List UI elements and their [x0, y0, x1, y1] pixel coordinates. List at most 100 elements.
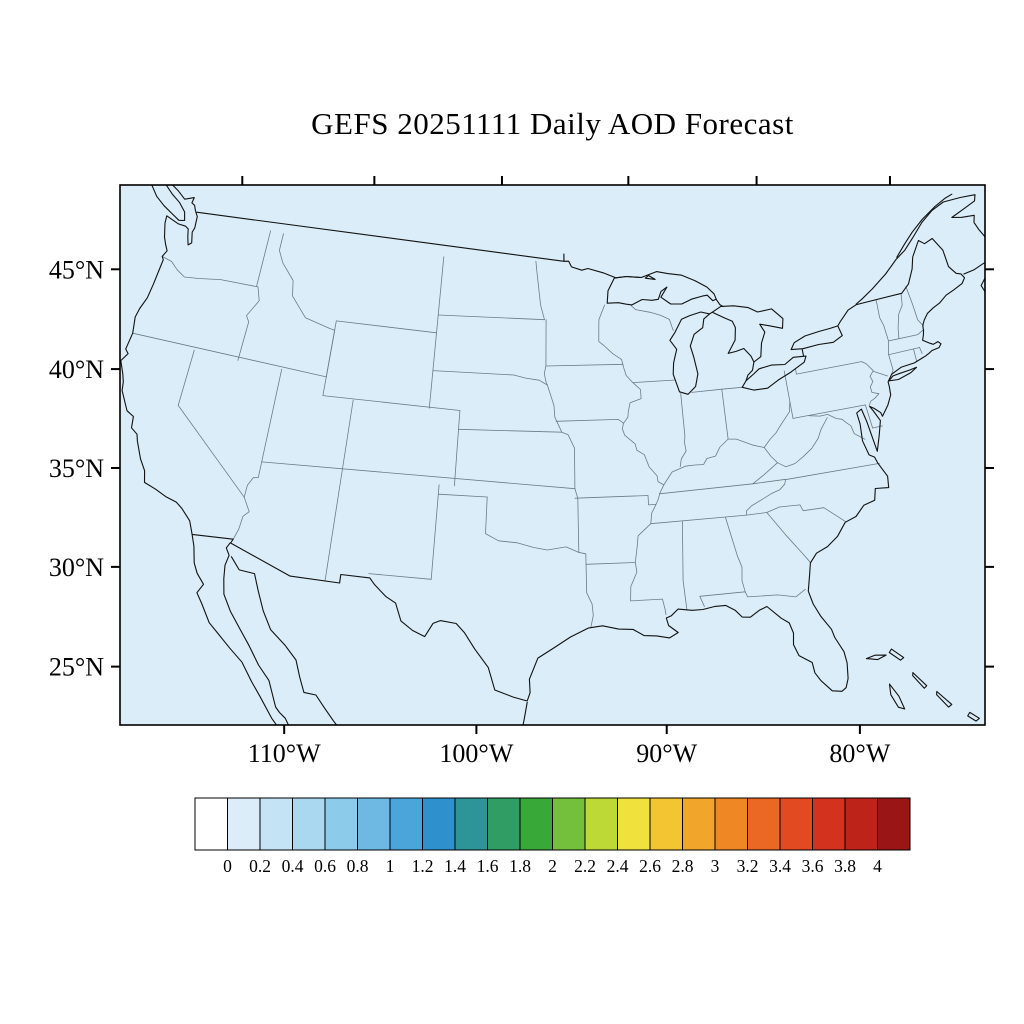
- state-border-path: [905, 286, 924, 327]
- state-border-path: [177, 349, 250, 540]
- colorbar-tick-label: 2: [548, 856, 557, 876]
- state-border-path: [658, 483, 754, 495]
- state-border-path: [335, 320, 437, 334]
- colorbar-cell: [779, 797, 813, 851]
- coastline-path: [912, 672, 928, 689]
- longitude-label: 110°W: [248, 739, 321, 768]
- colorbar-cell: [714, 797, 748, 851]
- colorbar-tick-label: 2.8: [672, 856, 694, 876]
- colorbar-cell: [552, 797, 586, 851]
- colorbar-cell: [194, 797, 228, 851]
- state-border-path: [585, 562, 636, 565]
- colorbar-cell: [292, 797, 326, 851]
- colorbar-tick-label: 3: [711, 856, 720, 876]
- coastline-path: [644, 274, 656, 280]
- state-border-path: [432, 370, 548, 386]
- lake-path: [741, 355, 807, 391]
- state-border-path: [485, 533, 579, 553]
- state-border-path: [458, 428, 563, 433]
- state-border-path: [897, 293, 903, 340]
- lake-path: [606, 271, 717, 306]
- state-border-path: [555, 419, 624, 424]
- colorbar-tick-label: 1.6: [477, 856, 499, 876]
- state-border-path: [325, 329, 336, 378]
- colorbar-tick-label: 2.2: [574, 856, 596, 876]
- state-border-path: [913, 348, 918, 363]
- colorbar-cell: [682, 797, 716, 851]
- state-border-path: [574, 495, 657, 506]
- state-border-path: [428, 256, 445, 409]
- state-border-path: [650, 514, 747, 525]
- coastline-path: [888, 683, 906, 710]
- coastline-path: [230, 556, 338, 725]
- colorbar-tick-label: 0.6: [314, 856, 336, 876]
- state-border-path: [632, 379, 676, 383]
- colorbar-cell: [519, 797, 553, 851]
- state-border-path: [630, 598, 667, 615]
- state-border-path: [322, 395, 461, 411]
- state-border-path: [243, 368, 283, 498]
- state-border-path: [682, 521, 688, 611]
- state-border-path: [663, 400, 791, 486]
- state-border-path: [256, 230, 271, 287]
- coastline-path: [990, 232, 1009, 240]
- colorbar-cell: [812, 797, 846, 851]
- latitude-label: 40°N: [49, 355, 104, 384]
- state-border-path: [630, 484, 665, 602]
- state-border-path: [872, 425, 883, 429]
- colorbar-cell: [389, 797, 423, 851]
- state-border-path: [721, 388, 729, 440]
- state-border-path: [861, 361, 880, 406]
- coastline-path: [865, 654, 887, 661]
- colorbar-cell: [844, 797, 878, 851]
- state-border-path: [279, 233, 336, 331]
- coastline-path: [896, 193, 953, 258]
- state-border-path: [763, 447, 778, 464]
- colorbar-tick-label: 3.8: [834, 856, 856, 876]
- longitude-label: 100°W: [439, 739, 513, 768]
- state-border-path: [430, 484, 440, 580]
- colorbar-cell: [259, 797, 293, 851]
- colorbar-cell: [487, 797, 521, 851]
- colorbar-cell: [747, 797, 781, 851]
- figure-title: GEFS 20251111 Daily AOD Forecast: [311, 106, 794, 141]
- state-border-path: [919, 347, 923, 354]
- state-border-path: [873, 371, 888, 377]
- river-path: [709, 311, 713, 315]
- state-border-path: [578, 551, 594, 628]
- colorbar-tick-label: 0.4: [282, 856, 304, 876]
- colorbar-cell: [324, 797, 358, 851]
- colorbar-tick-label: 0: [223, 856, 232, 876]
- state-border-path: [699, 588, 806, 607]
- state-border-path: [784, 463, 880, 481]
- colorbar-tick-label: 1.8: [509, 856, 531, 876]
- colorbar-cell: [454, 797, 488, 851]
- colorbar-tick-label: 0.2: [249, 856, 271, 876]
- state-border-path: [324, 399, 354, 582]
- coastline-path: [522, 701, 528, 725]
- state-border-path: [161, 255, 259, 288]
- latitude-label: 30°N: [49, 553, 104, 582]
- state-border-path: [766, 512, 811, 563]
- colorbar-tick-label: 2.4: [607, 856, 629, 876]
- state-border-path: [545, 363, 624, 367]
- coastline-path: [191, 533, 290, 725]
- state-border-path: [725, 517, 746, 593]
- lake-path: [669, 311, 711, 395]
- coastline-path: [888, 648, 905, 661]
- coastline-path: [120, 211, 966, 702]
- colorbar-tick-label: 2.6: [639, 856, 661, 876]
- state-border-path: [437, 493, 488, 498]
- state-border-path: [752, 462, 778, 485]
- state-border-path: [261, 461, 576, 490]
- coastline-path: [151, 185, 186, 222]
- state-border-path: [679, 393, 687, 467]
- latitude-label: 35°N: [49, 454, 104, 483]
- state-border-path: [132, 332, 327, 378]
- longitude-label: 90°W: [636, 739, 697, 768]
- state-border-path: [783, 370, 794, 419]
- colorbar-cell: [877, 797, 911, 851]
- state-border-path: [777, 417, 828, 468]
- colorbar-cell: [649, 797, 683, 851]
